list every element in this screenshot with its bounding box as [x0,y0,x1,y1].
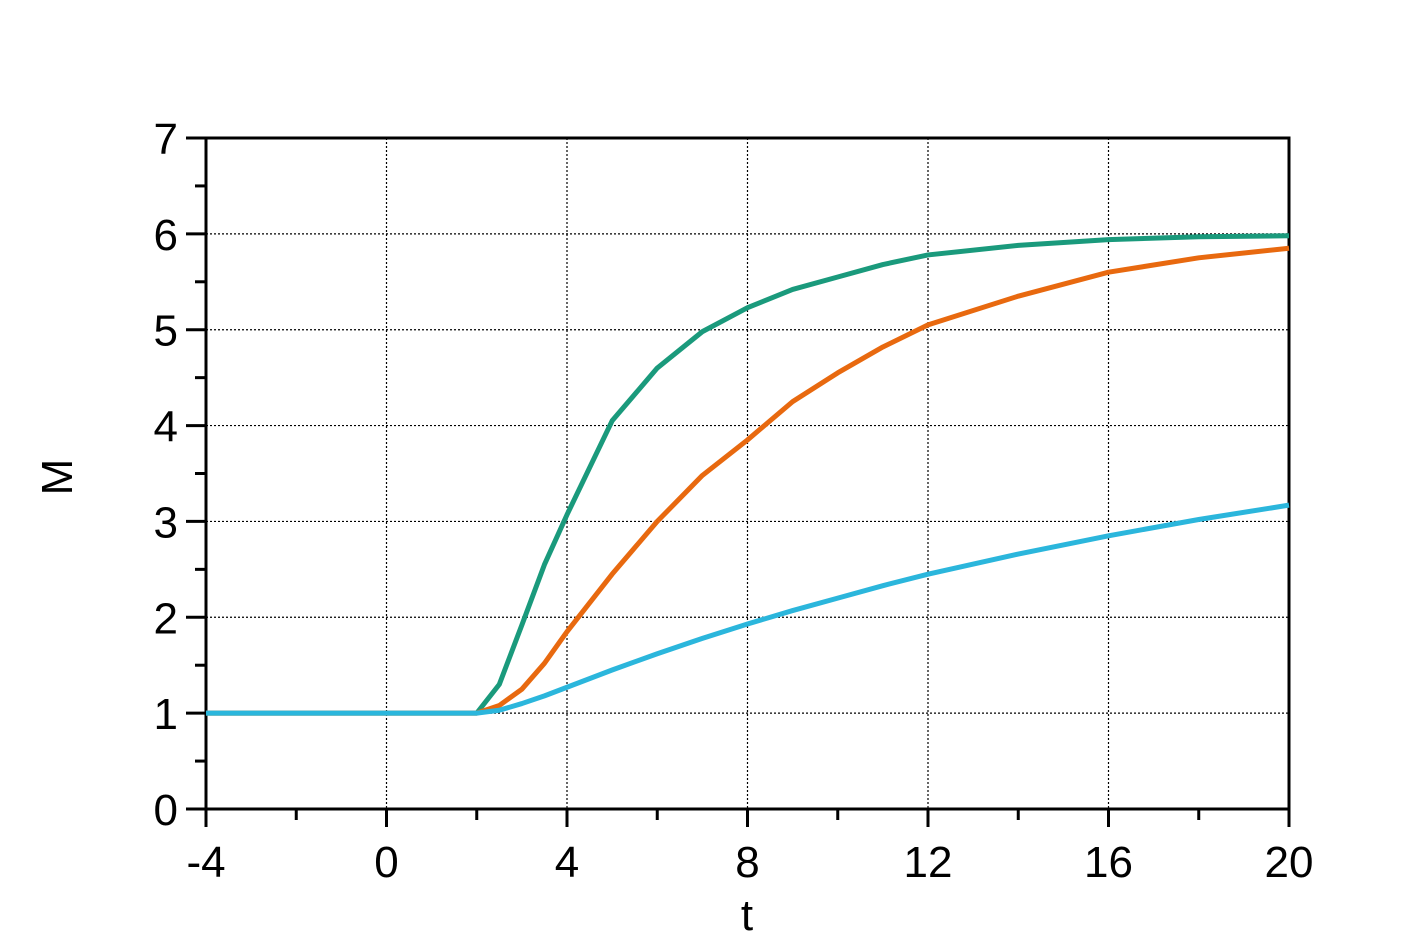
y-tick-label: 3 [154,498,178,547]
x-tick-label: 16 [1084,838,1133,887]
x-tick-label: 0 [374,838,398,887]
plot-frame [204,136,1291,811]
x-tick-label: 8 [735,838,759,887]
y-tick-label: 0 [154,786,178,835]
y-tick-label: 1 [154,690,178,739]
y-tick-label: 4 [154,403,178,452]
y-tick-label: 2 [154,594,178,643]
x-tick-label: -4 [186,838,225,887]
y-tick-label: 6 [154,211,178,260]
y-axis-label: M [33,459,82,496]
data-line [206,502,1290,716]
x-tick-label: 20 [1265,838,1314,887]
y-tick-label: 7 [154,115,178,164]
y-tick-label: 5 [154,307,178,356]
x-axis-label: t [741,891,753,940]
data-line [206,233,1290,716]
data-line [206,245,1290,716]
x-tick-label: 12 [904,838,953,887]
x-tick-label: 4 [555,838,579,887]
